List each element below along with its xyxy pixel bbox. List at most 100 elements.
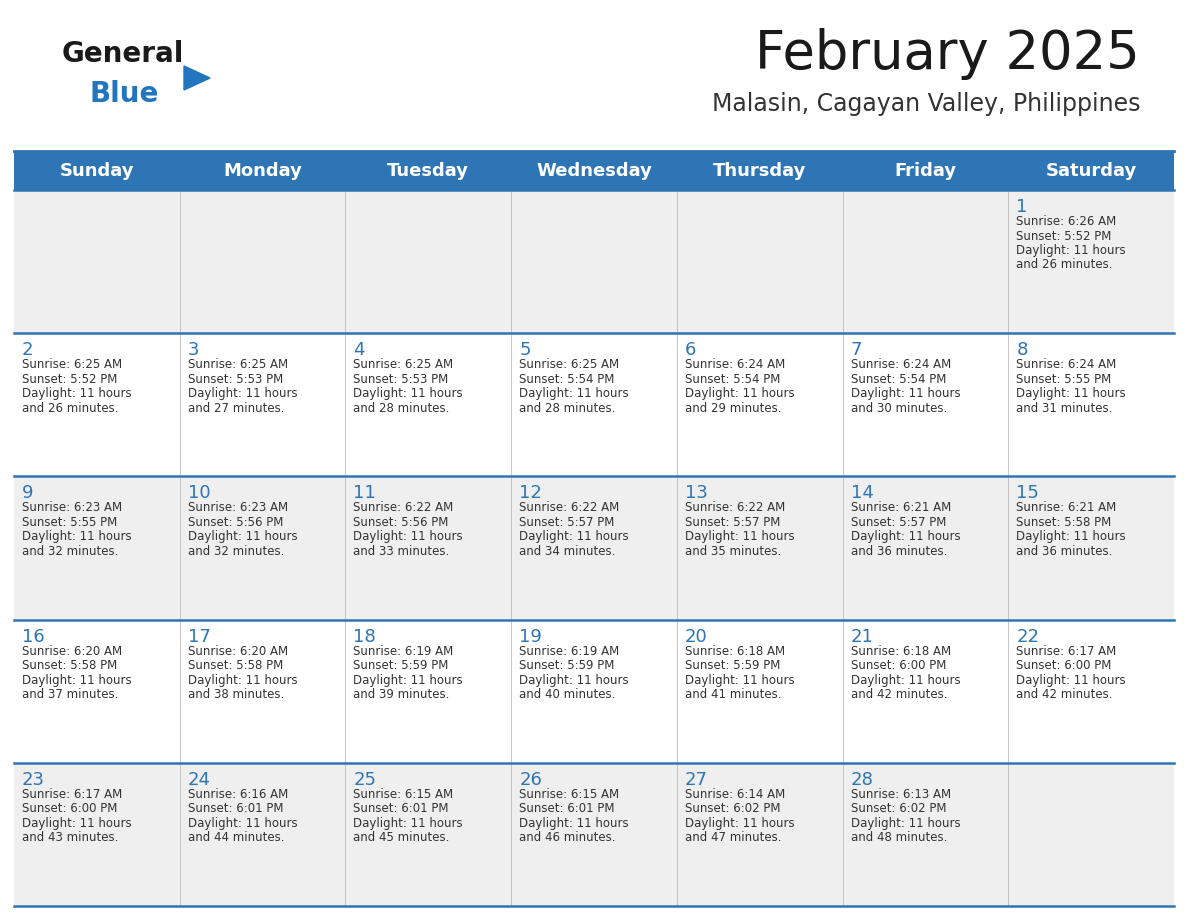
Bar [14,190,1174,333]
Text: Malasin, Cagayan Valley, Philippines: Malasin, Cagayan Valley, Philippines [712,92,1140,116]
Text: and 26 minutes.: and 26 minutes. [1016,259,1113,272]
Text: and 42 minutes.: and 42 minutes. [851,688,947,701]
Text: and 32 minutes.: and 32 minutes. [188,545,284,558]
Text: Daylight: 11 hours: Daylight: 11 hours [684,531,795,543]
Text: Sunrise: 6:16 AM: Sunrise: 6:16 AM [188,788,287,800]
Text: Daylight: 11 hours: Daylight: 11 hours [188,817,297,830]
Text: Daylight: 11 hours: Daylight: 11 hours [851,387,960,400]
Text: 7: 7 [851,341,862,359]
Text: 1: 1 [1016,198,1028,216]
Text: Sunset: 5:55 PM: Sunset: 5:55 PM [1016,373,1112,386]
Text: Sunset: 5:56 PM: Sunset: 5:56 PM [188,516,283,529]
Text: Daylight: 11 hours: Daylight: 11 hours [23,674,132,687]
Text: Sunrise: 6:22 AM: Sunrise: 6:22 AM [684,501,785,514]
Text: 4: 4 [353,341,365,359]
Text: Saturday: Saturday [1045,162,1137,180]
Text: 12: 12 [519,485,542,502]
Text: Sunrise: 6:17 AM: Sunrise: 6:17 AM [1016,644,1117,657]
Text: Sunrise: 6:21 AM: Sunrise: 6:21 AM [1016,501,1117,514]
Bar [14,333,1174,476]
Text: 2: 2 [23,341,33,359]
Text: Sunset: 6:01 PM: Sunset: 6:01 PM [519,802,614,815]
Text: Sunrise: 6:25 AM: Sunrise: 6:25 AM [353,358,454,371]
Text: Blue: Blue [90,80,159,108]
Text: Sunrise: 6:19 AM: Sunrise: 6:19 AM [353,644,454,657]
Text: Sunrise: 6:17 AM: Sunrise: 6:17 AM [23,788,122,800]
Text: and 33 minutes.: and 33 minutes. [353,545,450,558]
Text: 18: 18 [353,628,377,645]
Text: 19: 19 [519,628,542,645]
Text: Daylight: 11 hours: Daylight: 11 hours [188,674,297,687]
Text: 21: 21 [851,628,873,645]
Text: Daylight: 11 hours: Daylight: 11 hours [188,387,297,400]
Text: Daylight: 11 hours: Daylight: 11 hours [851,817,960,830]
Text: 15: 15 [1016,485,1040,502]
Bar [14,476,1174,620]
Text: Daylight: 11 hours: Daylight: 11 hours [23,387,132,400]
Text: Daylight: 11 hours: Daylight: 11 hours [353,674,463,687]
Text: Sunrise: 6:18 AM: Sunrise: 6:18 AM [851,644,950,657]
Text: and 37 minutes.: and 37 minutes. [23,688,119,701]
Text: Daylight: 11 hours: Daylight: 11 hours [519,387,628,400]
Text: Daylight: 11 hours: Daylight: 11 hours [188,531,297,543]
Text: Sunset: 6:00 PM: Sunset: 6:00 PM [1016,659,1112,672]
Text: Daylight: 11 hours: Daylight: 11 hours [684,387,795,400]
Text: Sunset: 5:58 PM: Sunset: 5:58 PM [1016,516,1112,529]
Text: Monday: Monday [223,162,302,180]
Text: Daylight: 11 hours: Daylight: 11 hours [684,817,795,830]
Text: and 26 minutes.: and 26 minutes. [23,402,119,415]
Text: Sunrise: 6:18 AM: Sunrise: 6:18 AM [684,644,785,657]
Text: and 28 minutes.: and 28 minutes. [519,402,615,415]
Text: Sunset: 5:58 PM: Sunset: 5:58 PM [188,659,283,672]
Text: Daylight: 11 hours: Daylight: 11 hours [353,817,463,830]
Text: Sunset: 6:01 PM: Sunset: 6:01 PM [353,802,449,815]
Text: and 39 minutes.: and 39 minutes. [353,688,450,701]
Bar [14,620,1174,763]
Text: and 48 minutes.: and 48 minutes. [851,832,947,845]
Text: and 46 minutes.: and 46 minutes. [519,832,615,845]
Text: Sunrise: 6:22 AM: Sunrise: 6:22 AM [353,501,454,514]
Text: and 27 minutes.: and 27 minutes. [188,402,284,415]
Text: Daylight: 11 hours: Daylight: 11 hours [851,674,960,687]
Text: Sunset: 5:52 PM: Sunset: 5:52 PM [23,373,118,386]
Text: 14: 14 [851,485,873,502]
Text: and 34 minutes.: and 34 minutes. [519,545,615,558]
Text: and 35 minutes.: and 35 minutes. [684,545,781,558]
Text: Sunset: 6:02 PM: Sunset: 6:02 PM [851,802,946,815]
Text: Sunrise: 6:26 AM: Sunrise: 6:26 AM [1016,215,1117,228]
Text: and 41 minutes.: and 41 minutes. [684,688,782,701]
Text: Daylight: 11 hours: Daylight: 11 hours [1016,531,1126,543]
Text: 27: 27 [684,771,708,789]
Text: Daylight: 11 hours: Daylight: 11 hours [519,674,628,687]
Text: 23: 23 [23,771,45,789]
Text: Sunset: 5:54 PM: Sunset: 5:54 PM [519,373,614,386]
Text: 17: 17 [188,628,210,645]
Text: 26: 26 [519,771,542,789]
Text: February 2025: February 2025 [756,28,1140,80]
Text: and 31 minutes.: and 31 minutes. [1016,402,1113,415]
Text: and 32 minutes.: and 32 minutes. [23,545,119,558]
Text: Daylight: 11 hours: Daylight: 11 hours [1016,244,1126,257]
Text: 10: 10 [188,485,210,502]
Text: 8: 8 [1016,341,1028,359]
Text: 20: 20 [684,628,708,645]
Text: Sunrise: 6:25 AM: Sunrise: 6:25 AM [519,358,619,371]
Text: and 45 minutes.: and 45 minutes. [353,832,450,845]
Text: Sunset: 5:59 PM: Sunset: 5:59 PM [684,659,781,672]
Text: Sunset: 5:53 PM: Sunset: 5:53 PM [353,373,449,386]
Text: Sunrise: 6:24 AM: Sunrise: 6:24 AM [684,358,785,371]
Text: and 38 minutes.: and 38 minutes. [188,688,284,701]
Text: Daylight: 11 hours: Daylight: 11 hours [519,817,628,830]
Text: Sunset: 5:58 PM: Sunset: 5:58 PM [23,659,118,672]
Text: 3: 3 [188,341,200,359]
Text: Sunrise: 6:23 AM: Sunrise: 6:23 AM [23,501,122,514]
Text: Wednesday: Wednesday [536,162,652,180]
Bar [14,763,1174,906]
Text: Sunset: 5:55 PM: Sunset: 5:55 PM [23,516,118,529]
Text: 22: 22 [1016,628,1040,645]
Text: Daylight: 11 hours: Daylight: 11 hours [1016,674,1126,687]
Text: and 28 minutes.: and 28 minutes. [353,402,450,415]
Text: Daylight: 11 hours: Daylight: 11 hours [684,674,795,687]
Text: Sunset: 5:57 PM: Sunset: 5:57 PM [519,516,614,529]
Text: Thursday: Thursday [713,162,807,180]
